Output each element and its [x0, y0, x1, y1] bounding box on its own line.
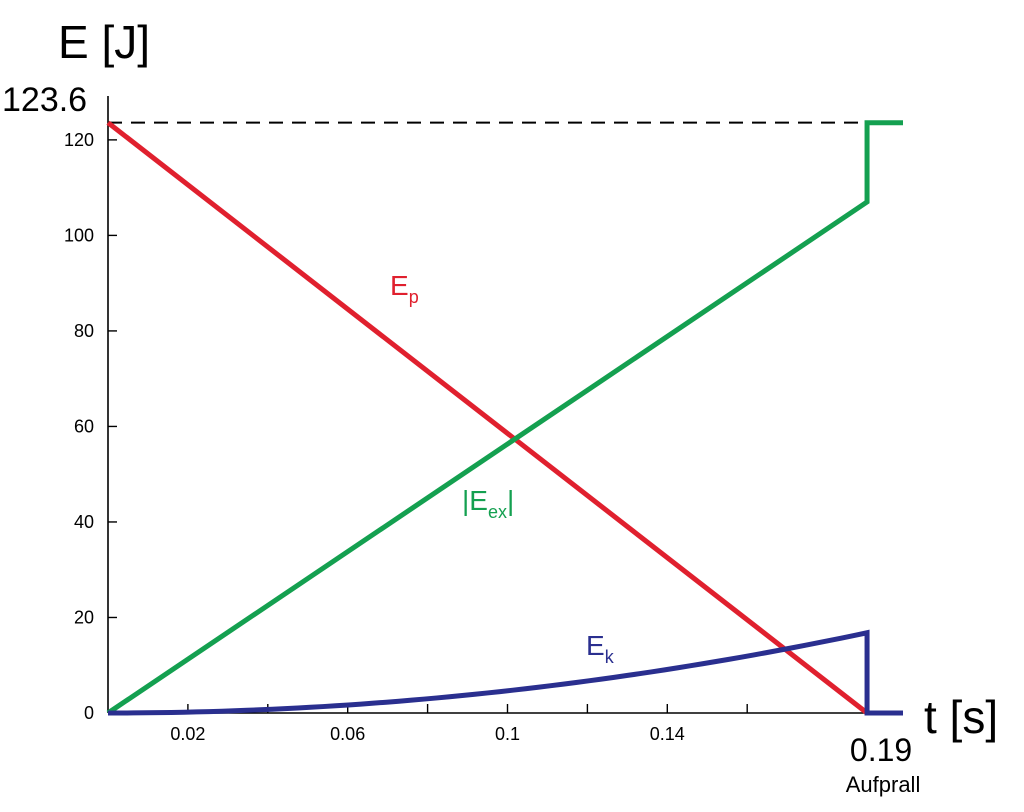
- series-line-ek: [107, 629, 903, 716]
- special-x-sublabel: Aufprall: [846, 772, 921, 797]
- y-tick-label: 120: [64, 130, 94, 150]
- x-axis-title: t [s]: [924, 691, 998, 743]
- special-x-label: 0.19: [850, 732, 912, 768]
- series-label-eex: |Eex|: [462, 485, 514, 522]
- series-line-eex: [106, 120, 903, 716]
- y-tick-label: 80: [74, 321, 94, 341]
- labels: Ep |Eex| Ek E [J] t [s] 123.6 0.19 Aufprall: [2, 16, 998, 797]
- x-tick-label: 0.14: [650, 724, 685, 744]
- y-tick-label: 20: [74, 607, 94, 627]
- series-label-ek: Ek: [586, 630, 615, 667]
- y-axis-title: E [J]: [58, 16, 150, 68]
- special-y-label: 123.6: [2, 81, 87, 119]
- y-tick-label: 100: [64, 225, 94, 245]
- x-tick-label: 0.1: [495, 724, 520, 744]
- y-tick-label: 60: [74, 416, 94, 436]
- y-tick-label: 0: [84, 703, 94, 723]
- x-tick-label: 0.06: [330, 724, 365, 744]
- ticks: 0 20 40 60 80 100 120 0.02 0.06 0.1 0.14: [64, 130, 748, 744]
- series-label-ep: Ep: [390, 270, 419, 307]
- series-lines: [106, 120, 903, 716]
- y-tick-label: 40: [74, 512, 94, 532]
- x-tick-label: 0.02: [170, 724, 205, 744]
- series-line-ep: [106, 120, 869, 715]
- axes: [107, 96, 903, 714]
